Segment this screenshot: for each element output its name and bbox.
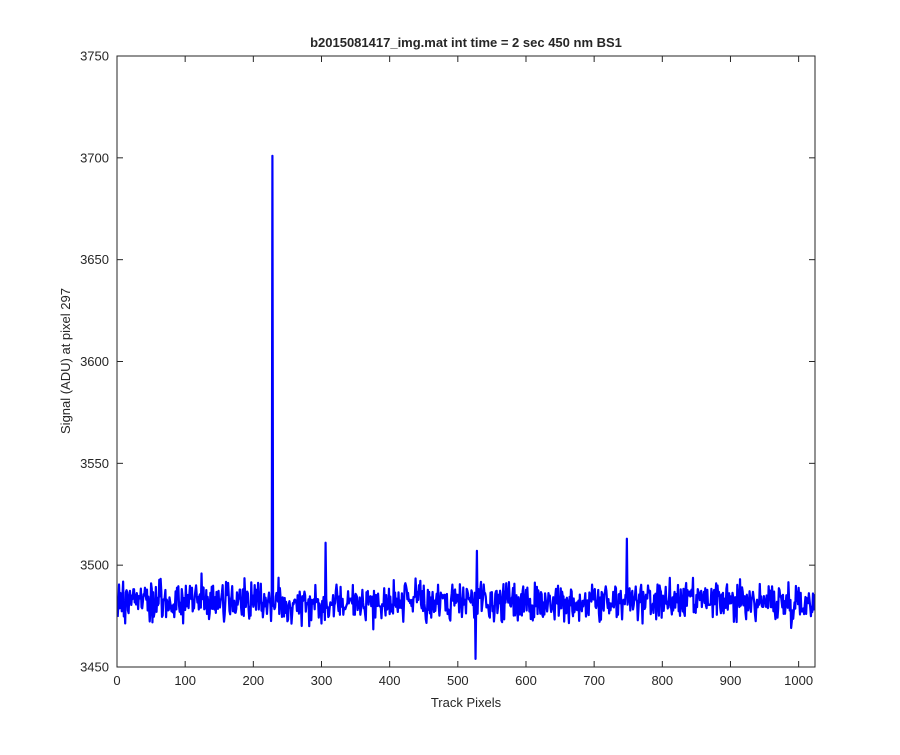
y-tick-label: 3500 xyxy=(80,558,109,573)
y-tick-label: 3750 xyxy=(80,49,109,64)
x-tick-label: 1000 xyxy=(784,673,813,688)
x-tick-label: 800 xyxy=(651,673,673,688)
x-axis: 0 100 200 300 400 500 600 700 800 900 1000 xyxy=(113,56,813,688)
y-tick-label: 3650 xyxy=(80,252,109,267)
y-axis-label: Signal (ADU) at pixel 297 xyxy=(58,288,73,434)
x-tick-label: 100 xyxy=(174,673,196,688)
y-tick-label: 3700 xyxy=(80,150,109,165)
series-layer xyxy=(117,154,815,660)
x-tick-label: 700 xyxy=(583,673,605,688)
y-tick-label: 3550 xyxy=(80,456,109,471)
y-axis: 3450 3500 3550 3600 3650 3700 3750 xyxy=(80,49,815,675)
x-tick-label: 500 xyxy=(447,673,469,688)
x-axis-label: Track Pixels xyxy=(431,695,502,710)
y-tick-label: 3600 xyxy=(80,354,109,369)
x-tick-label: 900 xyxy=(720,673,742,688)
x-tick-label: 400 xyxy=(379,673,401,688)
x-tick-label: 200 xyxy=(242,673,264,688)
x-tick-label: 600 xyxy=(515,673,537,688)
y-tick-label: 3450 xyxy=(80,660,109,675)
plot-area xyxy=(117,56,815,667)
chart-title: b2015081417_img.mat int time = 2 sec 450… xyxy=(310,35,622,50)
x-tick-label: 0 xyxy=(113,673,120,688)
signal-series-line xyxy=(117,154,815,660)
x-tick-label: 300 xyxy=(311,673,333,688)
